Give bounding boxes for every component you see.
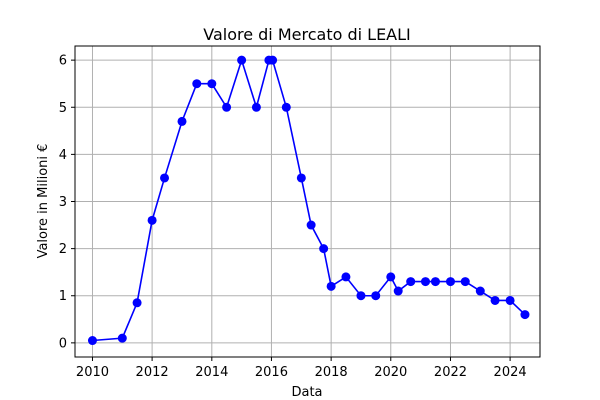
data-point xyxy=(490,295,500,305)
data-point xyxy=(160,173,170,183)
y-tick-label: 1 xyxy=(59,289,67,304)
data-point xyxy=(132,298,142,308)
data-point xyxy=(207,79,217,89)
x-axis-ticks: 2010 2012 2014 2016 2018 2020 2022 2024 xyxy=(76,357,527,380)
data-point xyxy=(505,295,515,305)
series-group xyxy=(87,55,530,346)
x-tick-label: 2016 xyxy=(255,365,288,380)
x-tick-label: 2024 xyxy=(494,365,527,380)
x-tick-label: 2010 xyxy=(76,365,109,380)
data-point xyxy=(386,272,396,282)
x-tick-label: 2018 xyxy=(315,365,348,380)
data-point xyxy=(393,286,403,296)
data-point xyxy=(520,310,530,320)
data-point xyxy=(306,220,316,230)
x-tick-label: 2022 xyxy=(434,365,467,380)
data-point xyxy=(406,277,416,287)
data-point xyxy=(87,336,97,346)
data-point xyxy=(268,55,278,65)
data-point xyxy=(222,102,232,112)
data-point xyxy=(281,102,291,112)
y-tick-label: 4 xyxy=(59,148,67,163)
y-tick-label: 2 xyxy=(59,242,67,257)
y-tick-label: 0 xyxy=(59,336,67,351)
data-point xyxy=(319,244,329,254)
series-line xyxy=(92,57,526,342)
data-point xyxy=(237,55,247,65)
data-point xyxy=(341,272,351,282)
data-point xyxy=(371,291,381,301)
data-point xyxy=(445,277,455,287)
data-point xyxy=(430,277,440,287)
x-tick-label: 2020 xyxy=(374,365,407,380)
data-point xyxy=(475,286,485,296)
data-point xyxy=(192,79,202,89)
data-point xyxy=(420,277,430,287)
data-point xyxy=(251,102,261,112)
y-axis-label: Valore in Milioni € xyxy=(36,144,51,259)
chart-title: Valore di Mercato di LEALI xyxy=(203,25,411,44)
y-axis-ticks: 0 1 2 3 4 5 6 xyxy=(59,54,75,351)
data-point xyxy=(326,281,336,291)
data-point xyxy=(117,333,127,343)
y-tick-label: 6 xyxy=(59,54,67,69)
x-tick-label: 2012 xyxy=(136,365,169,380)
x-tick-label: 2014 xyxy=(195,365,228,380)
x-axis-label: Data xyxy=(291,385,322,400)
y-tick-label: 3 xyxy=(59,195,67,210)
grid-lines xyxy=(75,46,540,357)
y-tick-label: 5 xyxy=(59,101,67,116)
data-point xyxy=(296,173,306,183)
data-point xyxy=(147,215,157,225)
data-point xyxy=(177,116,187,126)
data-point xyxy=(356,291,366,301)
data-point xyxy=(460,277,470,287)
